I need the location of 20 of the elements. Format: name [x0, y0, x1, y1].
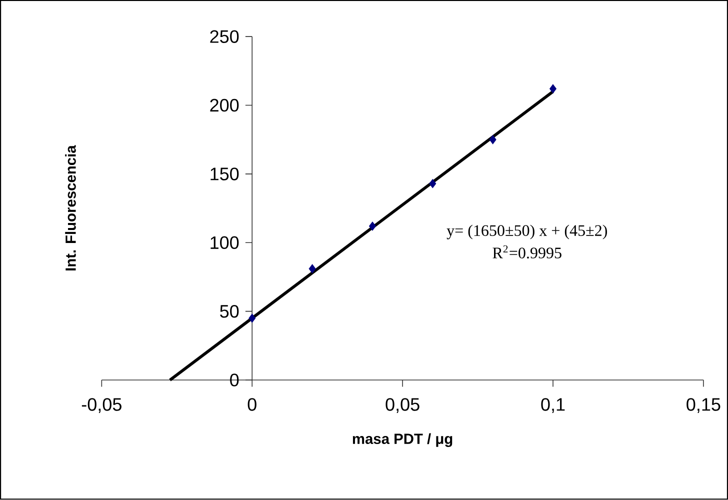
annotation: y= (1650±50) x + (45±2) — [446, 224, 607, 240]
point — [308, 264, 316, 274]
x-tick-label: -0,05 — [82, 398, 122, 414]
point — [368, 222, 376, 231]
y-tick-label: 200 — [210, 99, 239, 112]
x-tick-label: 0 — [248, 398, 256, 411]
y-tick-label: 50 — [220, 305, 239, 318]
y-tick-label: 100 — [210, 236, 239, 250]
x-tick-label: 0,1 — [541, 398, 565, 414]
x-tick-label: 0,05 — [386, 398, 420, 414]
y-tick-label: 250 — [210, 30, 239, 44]
x-axis-title: masa PDT / μg — [352, 433, 452, 448]
x-tick-label: 0,15 — [686, 398, 720, 414]
point — [248, 314, 256, 323]
y-tick-label: 150 — [210, 168, 239, 180]
y-axis-title: Int. Fluorescencia — [65, 145, 76, 271]
annotation: R$^{2}$=0.9995 — [492, 245, 562, 259]
point — [550, 84, 556, 94]
point — [429, 179, 436, 188]
point — [489, 135, 496, 144]
